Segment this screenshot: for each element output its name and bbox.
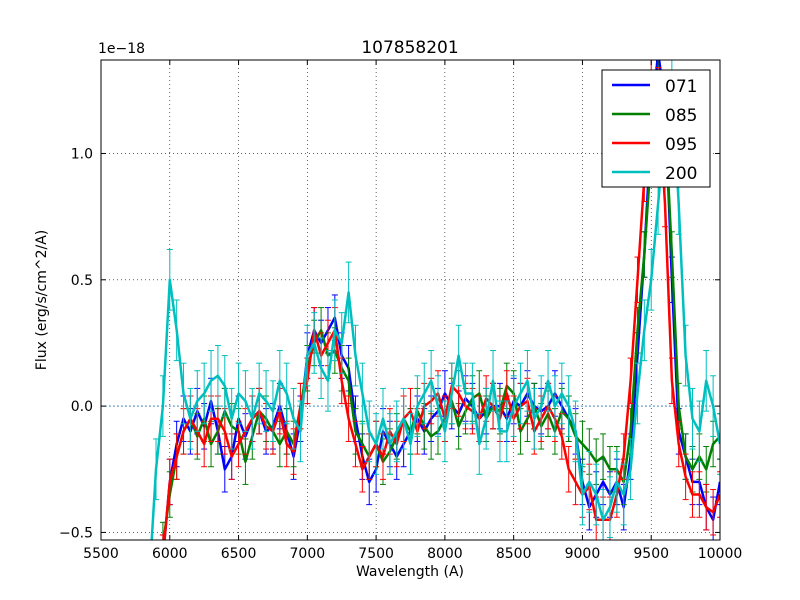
ticks: 5500 6000 6500 7000 7500 8000 8500 9000 9500 1000… [59,60,742,562]
y-tick-label: 0.0 [71,399,93,415]
legend-label-085: 085 [665,106,697,126]
x-tick-label: 9500 [633,546,669,562]
x-tick-label: 7500 [358,546,394,562]
legend-label-200: 200 [665,164,697,184]
series-200 [150,60,720,540]
plot-frame [100,59,721,541]
x-tick-label: 8500 [496,546,532,562]
series-layer [101,60,720,540]
chart-title: 107858201 [361,38,458,58]
legend-label-071: 071 [665,77,697,97]
series-line-085 [162,76,720,540]
x-axis-label: Wavelength (A) [356,564,464,580]
x-tick-label: 6000 [152,546,188,562]
y-tick-label: 0.5 [71,273,93,289]
series-line-095 [163,76,720,540]
x-tick-label: 10000 [698,546,743,562]
series-line-200 [150,76,720,540]
y-offset-label: 1e−18 [98,41,145,57]
x-tick-label: 7000 [290,546,326,562]
x-tick-label: 9000 [565,546,601,562]
x-tick-label: 6500 [221,546,257,562]
legend-label-095: 095 [665,135,697,155]
legend: 071 085 095 200 [601,69,711,188]
y-axis-label: Flux (erg/s/cm^2/A) [34,230,50,370]
x-tick-label: 8000 [427,546,463,562]
legend-box [601,69,711,188]
x-tick-label: 5500 [83,546,119,562]
y-tick-label: −0.5 [59,525,93,541]
y-tick-label: 1.0 [71,146,93,162]
